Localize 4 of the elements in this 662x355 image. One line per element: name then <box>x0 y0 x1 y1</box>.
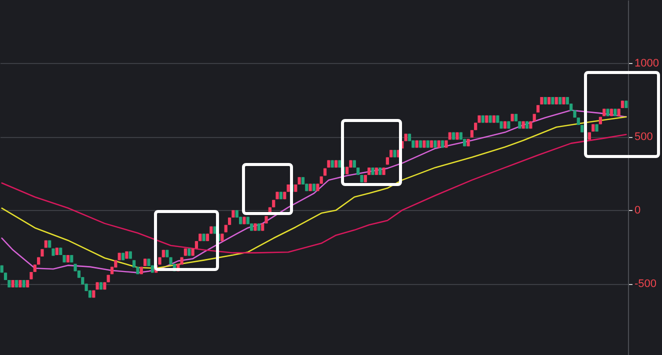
y-tick-label: 0 <box>634 204 641 217</box>
y-tick-label: 1000 <box>634 58 659 70</box>
y-tick-label: 500 <box>634 131 653 144</box>
y-tick-label: -500 <box>634 278 657 290</box>
